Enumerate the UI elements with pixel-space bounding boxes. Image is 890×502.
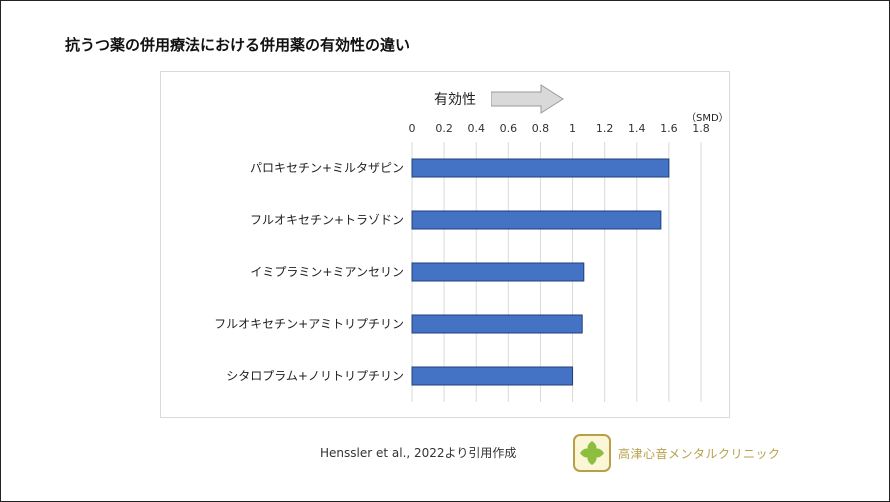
effectiveness-label: 有効性 <box>434 92 476 108</box>
bar <box>411 262 585 282</box>
bar <box>411 314 583 334</box>
clinic-logo-icon <box>572 433 612 477</box>
x-tick-label: 0.8 <box>532 122 550 135</box>
bar <box>411 158 670 178</box>
x-tick-label: 0.2 <box>435 122 453 135</box>
x-tick-label: 1 <box>569 122 576 135</box>
category-label: シタロプラム+ノリトリプチリン <box>226 369 404 383</box>
category-label: フルオキセチン+アミトリプチリン <box>214 317 404 331</box>
citation: Henssler et al., 2022より引用作成 <box>320 446 517 460</box>
category-label: フルオキセチン+トラゾドン <box>250 213 404 227</box>
x-tick-label: 1.4 <box>628 122 646 135</box>
clinic-logo-text: 高津心音メンタルクリニック <box>618 447 781 461</box>
chart-area: 0 0.2 0.4 0.6 0.8 1 1.2 1.4 1.6 1.8 パロキセチン+ミルタザピンフ… <box>160 71 730 418</box>
x-tick-label: 1.6 <box>660 122 678 135</box>
slide-title: 抗うつ薬の併用療法における併用薬の有効性の違い <box>65 36 411 54</box>
bar <box>411 210 662 230</box>
x-tick-label: 1.8 <box>692 122 710 135</box>
bar <box>411 366 574 386</box>
x-tick-label: 0.4 <box>467 122 485 135</box>
category-label: パロキセチン+ミルタザピン <box>250 161 404 175</box>
category-label: イミプラミン+ミアンセリン <box>250 265 404 279</box>
right-arrow-icon <box>490 84 565 118</box>
x-tick-label: 1.2 <box>596 122 614 135</box>
x-tick-label: 0 <box>409 122 416 135</box>
unit-label: （SMD） <box>686 113 729 124</box>
x-tick-label: 0.6 <box>500 122 518 135</box>
bar-chart: 0 0.2 0.4 0.6 0.8 1 1.2 1.4 1.6 1.8パロキセチン+ミルタザピンフ… <box>214 122 710 402</box>
